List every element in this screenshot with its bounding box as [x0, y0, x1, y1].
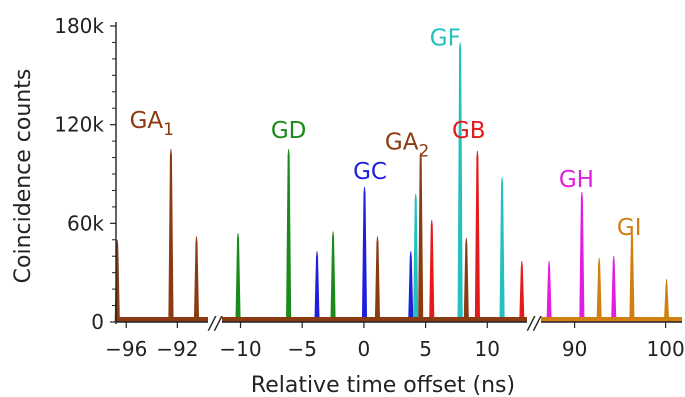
baseline-band — [540, 317, 682, 322]
peak-label-gc: GC — [353, 159, 387, 185]
peak-gb — [429, 220, 435, 323]
peak-ga — [418, 152, 424, 323]
x-tick-label: −92 — [156, 337, 198, 361]
axis-break-mark: // — [207, 313, 223, 334]
x-tick-label: −10 — [219, 337, 261, 361]
peak-label-gd: GD — [271, 118, 307, 144]
x-tick-label: −5 — [287, 337, 316, 361]
x-tick-label: −96 — [105, 337, 147, 361]
y-tick-label: 60k — [67, 211, 104, 235]
peak-gh — [546, 261, 552, 323]
peak-gh — [579, 192, 585, 323]
peak-label-subscript: 2 — [418, 141, 429, 161]
axis-break-gap — [527, 314, 541, 330]
y-axis-title: Coincidence counts — [11, 69, 36, 284]
peak-gc — [314, 251, 320, 323]
peak-gb — [474, 150, 481, 323]
peak-label-gh: GH — [559, 167, 594, 193]
peak-gi — [596, 257, 602, 323]
x-tick-label: 100 — [647, 337, 685, 361]
peak-gi — [629, 229, 635, 323]
peak-label-gb: GB — [452, 118, 486, 144]
y-tick-label: 0 — [91, 310, 104, 334]
peak-gf — [499, 177, 505, 323]
peak-gd — [330, 231, 336, 323]
baseline-layer — [116, 317, 682, 322]
peak-gc — [408, 251, 414, 323]
peak-gh — [611, 256, 617, 323]
y-tick-label: 180k — [54, 14, 104, 38]
peak-label-ga2: GA2 — [385, 129, 429, 161]
peak-label-gf: GF — [430, 26, 461, 52]
peak-ga — [374, 236, 381, 323]
baseline-band — [222, 317, 528, 322]
peak-gb — [519, 261, 525, 323]
y-tick-label: 120k — [54, 113, 104, 137]
x-tick-label: 5 — [419, 337, 432, 361]
baseline-band — [116, 317, 208, 322]
peak-gc — [361, 187, 368, 323]
x-axis-title: Relative time offset (ns) — [251, 373, 515, 397]
axes-layer: // // −96 −92 −10 −5 0 5 10 90 100 0 60k 120k 180k — [54, 14, 684, 361]
peak-gi — [663, 279, 670, 323]
x-tick-label: 90 — [562, 337, 587, 361]
axis-break-mark: // — [526, 313, 542, 334]
peak-ga — [168, 149, 174, 323]
peak-ga — [463, 238, 469, 323]
axis-break-gap — [208, 314, 222, 330]
peak-gf — [413, 193, 419, 323]
peak-label-gi: GI — [617, 215, 642, 241]
peak-ga — [193, 236, 200, 323]
peak-gf — [457, 42, 463, 323]
peak-gd — [235, 233, 241, 323]
x-tick-label: 10 — [475, 337, 500, 361]
x-tick-label: 0 — [358, 337, 371, 361]
peaks-layer — [114, 42, 670, 323]
peak-gd — [286, 149, 292, 323]
peak-label-subscript: 1 — [163, 120, 174, 140]
peak-label-ga1: GA1 — [130, 108, 174, 140]
